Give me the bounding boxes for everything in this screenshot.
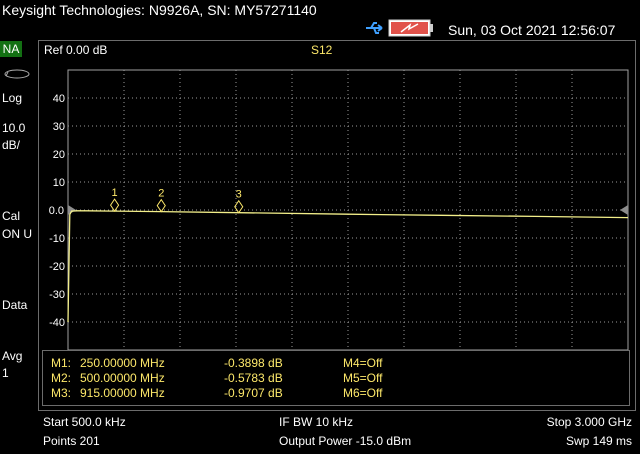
rotary-knob-icon [4,69,30,79]
status-bar: Start 500.0 kHz IF BW 10 kHz Stop 3.000 … [38,411,636,454]
marker-3-freq: 915.00000 MHz [80,386,165,400]
scale-type[interactable]: Log [2,91,23,105]
usb-icon [366,22,383,34]
y-tick-label: 30 [53,121,65,133]
reference-level[interactable]: Ref 0.00 dB [44,43,108,57]
marker-1-name: M1: [51,356,72,370]
marker-1-freq: 250.00000 MHz [80,356,165,370]
avg-label[interactable]: Avg [2,349,23,363]
reference-marker-label: 0.0 [49,205,64,217]
reference-marker: 0.0 [49,205,628,217]
marker-2-diamond[interactable] [156,198,166,213]
y-tick-label: 20 [53,149,65,161]
if-bandwidth[interactable]: IF BW 10 kHz [279,415,354,429]
trace-label[interactable]: S12 [311,43,333,57]
plot-grid [67,69,629,351]
y-tick-labels: 40 30 20 10 -10 -20 -30 -40 [49,93,65,329]
y-tick-label: -20 [49,261,65,273]
marker-6-status: M6=Off [343,386,383,400]
cal-label[interactable]: Cal [2,209,21,223]
marker-1-diamond[interactable] [109,198,120,212]
stop-frequency[interactable]: Stop 3.000 GHz [546,415,632,429]
marker-5-status: M5=Off [343,371,383,385]
marker-table: M1: 250.00000 MHz -0.3898 dB M4=Off M2: … [42,350,630,406]
avg-value[interactable]: 1 [2,366,9,380]
marker-3-value: -0.9707 dB [224,386,283,400]
scale-unit[interactable]: dB/ [2,138,21,152]
title-bar: Keysight Technologies: N9926A, SN: MY572… [0,0,640,40]
s12-trace [67,210,629,323]
markers: 1 2 3 [109,187,244,214]
sweep-time[interactable]: Swp 149 ms [565,434,632,448]
marker-2-value: -0.5783 dB [224,371,283,385]
marker-3-name: M3: [51,386,72,400]
output-power[interactable]: Output Power -15.0 dBm [279,434,412,448]
y-tick-label: -10 [49,233,65,245]
y-tick-label: -30 [49,289,65,301]
y-tick-label: 40 [53,93,65,105]
y-tick-label: 10 [53,177,65,189]
y-tick-label: -40 [49,317,65,329]
marker-1-label: 1 [112,187,118,199]
marker-1-value: -0.3898 dB [224,356,283,370]
sweep-points[interactable]: Points 201 [43,434,100,448]
marker-4-status: M4=Off [343,356,383,370]
datetime: Sun, 03 Oct 2021 12:56:07 [448,22,616,38]
scale-value[interactable]: 10.0 [2,121,26,135]
cal-status[interactable]: ON U [2,227,32,241]
mode-indicator[interactable]: NA [0,41,22,57]
start-frequency[interactable]: Start 500.0 kHz [43,415,126,429]
marker-2-label: 2 [158,188,164,200]
marker-2-freq: 500.00000 MHz [80,371,165,385]
battery-icon [388,19,433,37]
data-label[interactable]: Data [2,298,28,312]
marker-3-diamond[interactable] [234,199,244,214]
marker-3-label: 3 [236,189,242,201]
window-title: Keysight Technologies: N9926A, SN: MY572… [2,2,317,18]
sidebar: NA Log 10.0 dB/ Cal ON U Data Avg 1 [0,40,36,454]
display-frame [38,40,636,411]
trace-plot[interactable]: 40 30 20 10 -10 -20 -30 -40 0.0 1 2 3 [38,40,638,370]
marker-2-name: M2: [51,371,72,385]
